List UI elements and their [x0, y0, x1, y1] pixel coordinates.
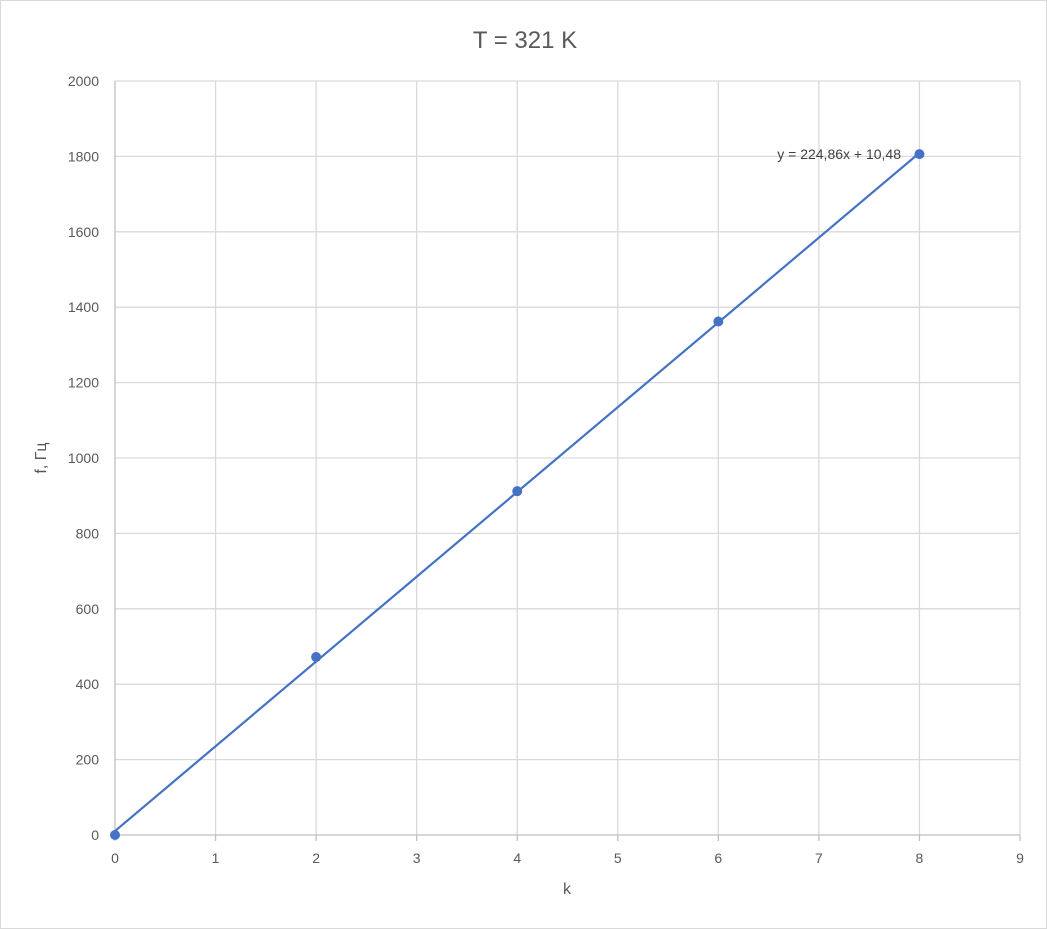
- y-tick-label: 1600: [68, 224, 99, 240]
- y-tick-label: 0: [91, 827, 99, 843]
- y-tick-label: 400: [76, 676, 100, 692]
- x-tick-label: 6: [714, 850, 722, 866]
- x-axis-title: k: [563, 881, 572, 898]
- x-tick-label: 9: [1016, 850, 1024, 866]
- x-tick-label: 7: [815, 850, 823, 866]
- data-point: [311, 652, 322, 663]
- data-point: [713, 316, 724, 327]
- y-tick-label: 200: [76, 752, 100, 768]
- x-tick-label: 5: [614, 850, 622, 866]
- y-tick-label: 1000: [68, 450, 99, 466]
- y-tick-label: 1800: [68, 148, 99, 164]
- data-point-layer: [110, 149, 925, 840]
- tick-label-layer: 0 1 2 3 4 5 6 7 8 9 0 200 400 600 800 1000 1200 1400 1600 1…: [68, 73, 1024, 866]
- x-tick-label: 3: [413, 850, 421, 866]
- axis-layer: [114, 81, 1021, 841]
- x-tick-label: 0: [111, 850, 119, 866]
- y-tick-label: 600: [76, 601, 100, 617]
- data-point: [512, 486, 523, 497]
- x-tick-label: 2: [312, 850, 320, 866]
- data-point: [110, 830, 120, 840]
- data-point: [914, 149, 925, 160]
- y-axis-title: f, Гц: [33, 442, 50, 473]
- y-tick-label: 1400: [68, 299, 99, 315]
- grid-layer: [115, 80, 1021, 835]
- trendline-equation: y = 224,86x + 10,48: [777, 146, 901, 162]
- chart-title: T = 321 K: [473, 27, 577, 54]
- x-tick-label: 8: [916, 850, 924, 866]
- y-tick-label: 800: [76, 525, 100, 541]
- y-tick-label: 2000: [68, 73, 99, 89]
- y-tick-label: 1200: [68, 375, 99, 391]
- x-tick-label: 4: [513, 850, 521, 866]
- x-tick-label: 1: [212, 850, 220, 866]
